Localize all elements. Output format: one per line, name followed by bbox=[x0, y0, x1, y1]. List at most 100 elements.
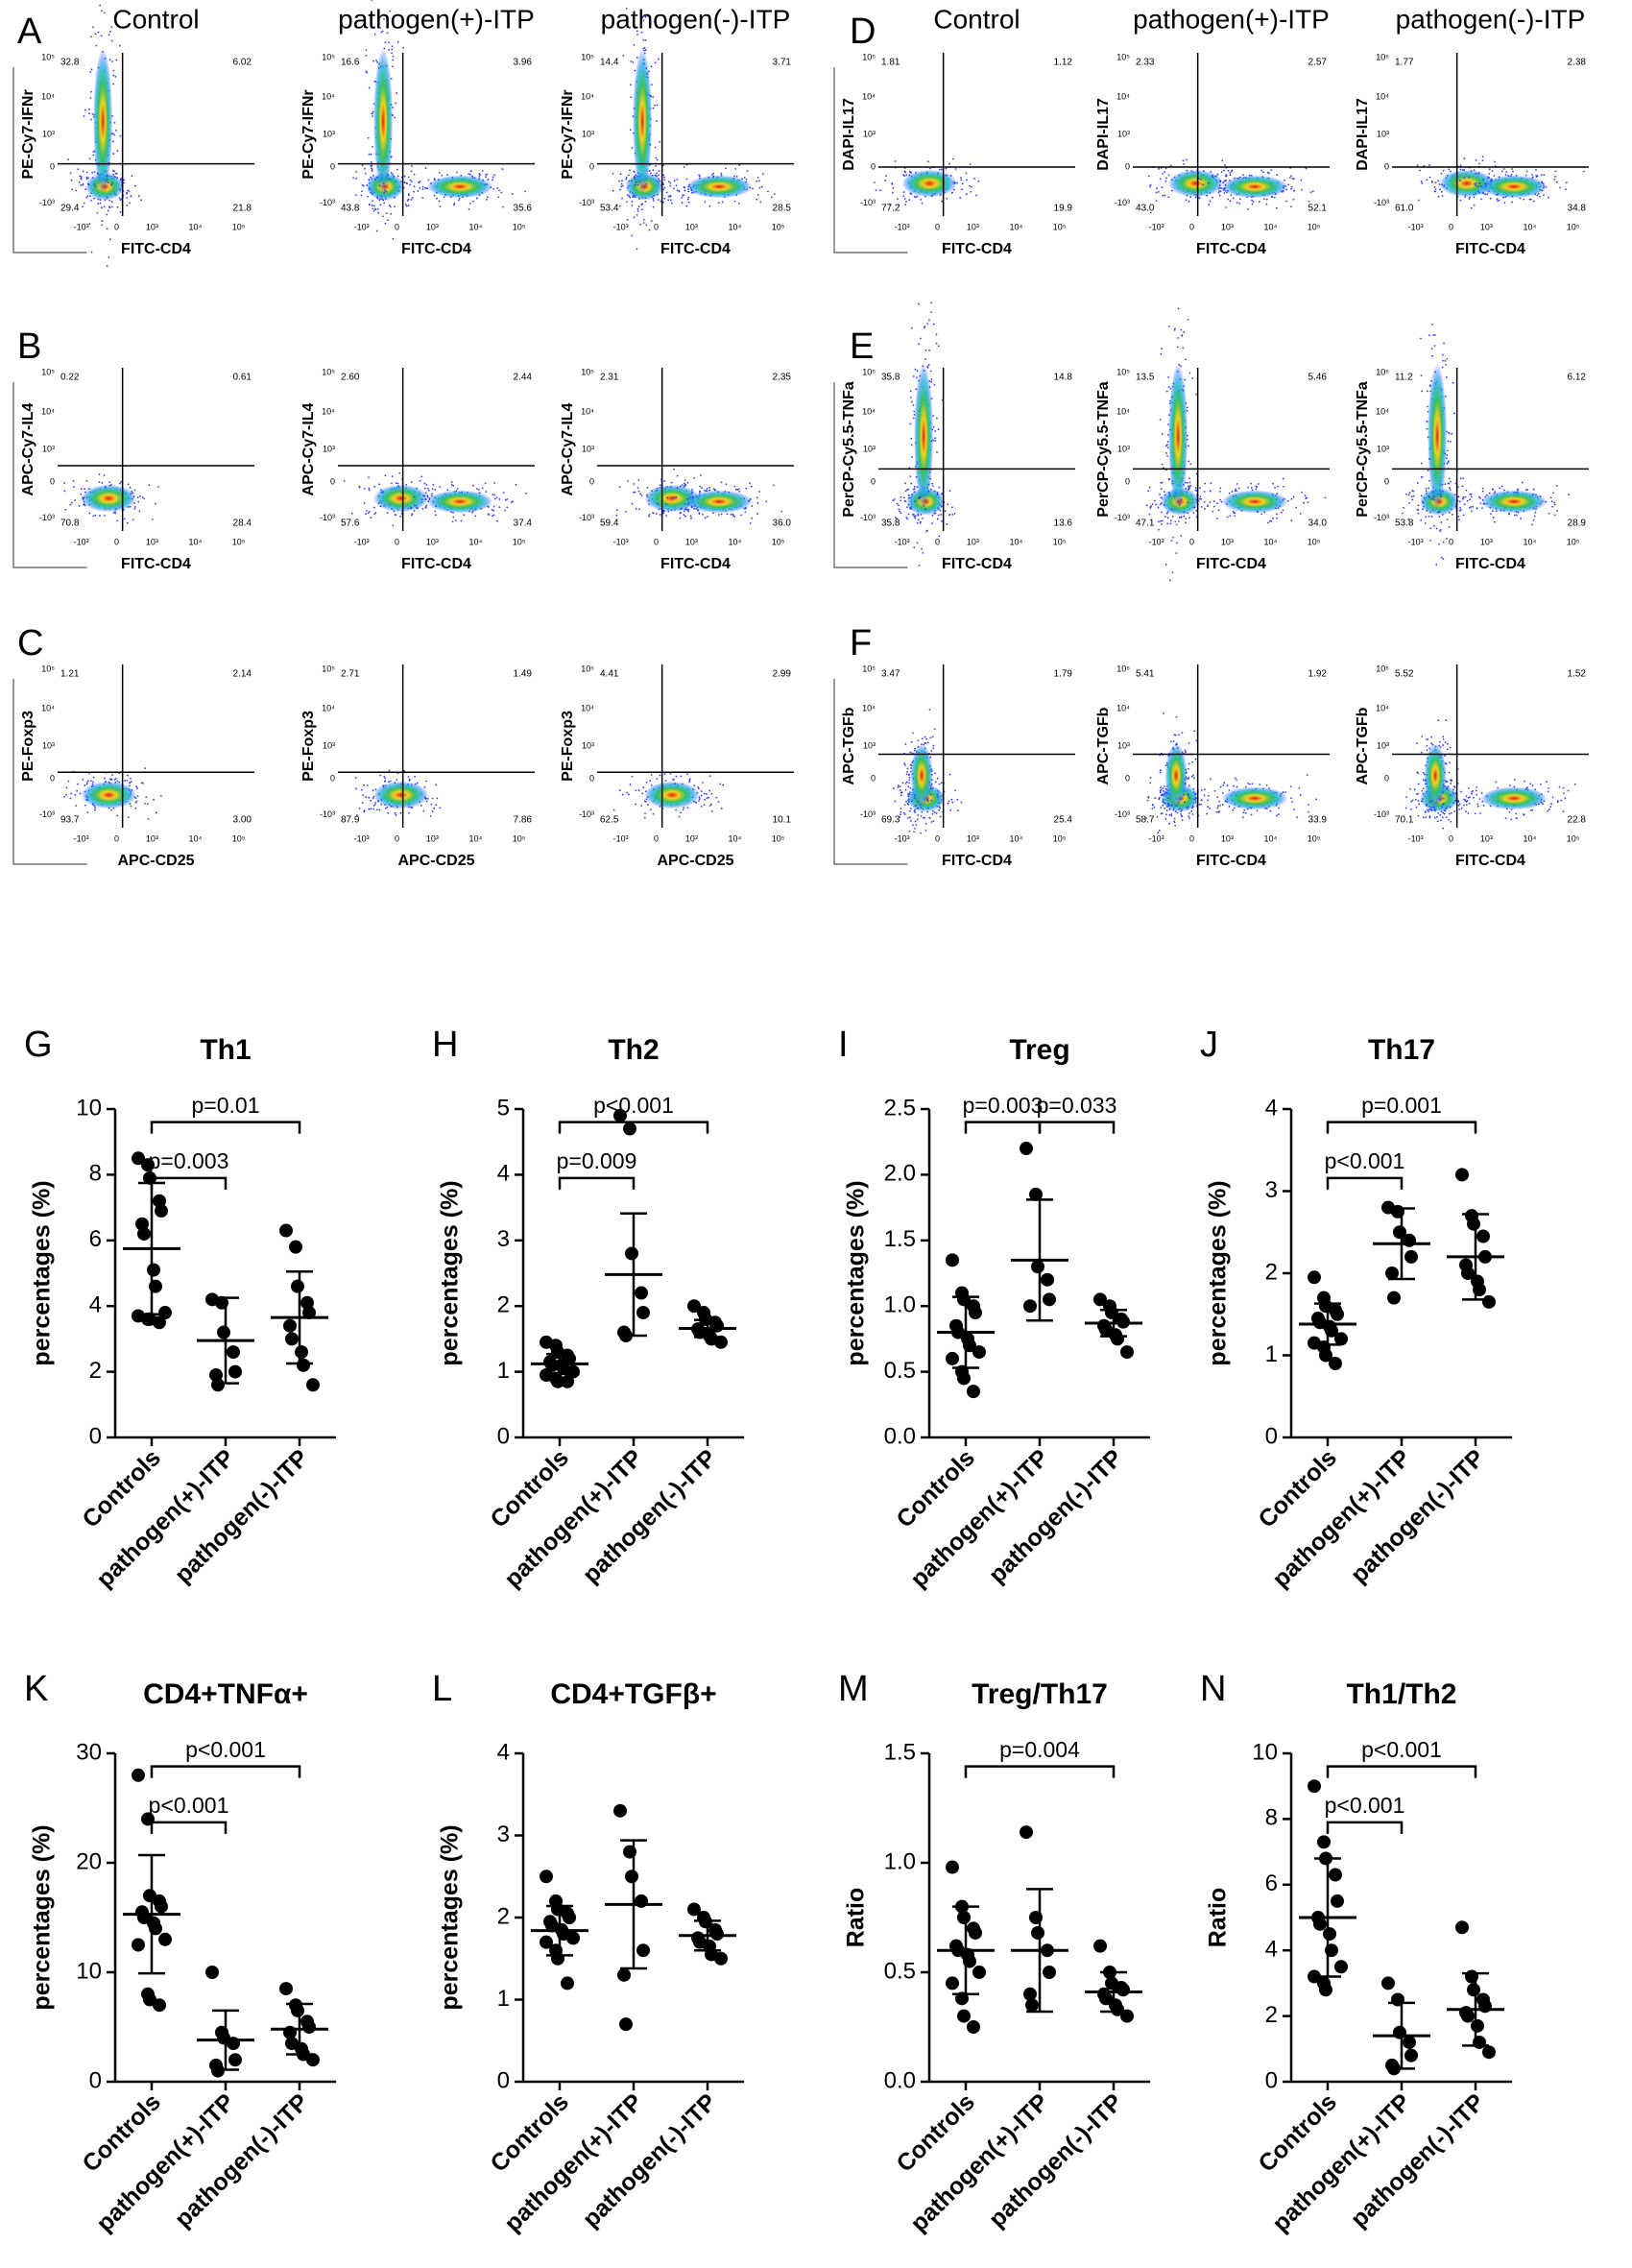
event-dot bbox=[620, 182, 623, 185]
event-dot bbox=[645, 224, 648, 227]
event-dot bbox=[1170, 740, 1172, 743]
event-dot bbox=[374, 801, 377, 804]
event-dot bbox=[141, 496, 144, 498]
event-dot bbox=[960, 801, 963, 804]
event-dot bbox=[1521, 481, 1524, 484]
flow-y-tick-label: 10⁵ bbox=[1116, 367, 1130, 376]
event-dot bbox=[1533, 515, 1536, 518]
event-dot bbox=[1160, 786, 1162, 789]
flow-y-tick-label: 0 bbox=[871, 773, 876, 783]
event-dot bbox=[912, 513, 915, 516]
event-dot bbox=[1185, 158, 1188, 161]
event-dot bbox=[1479, 502, 1482, 505]
event-dot bbox=[410, 507, 412, 510]
event-dot bbox=[1420, 337, 1422, 340]
event-dot bbox=[1524, 174, 1527, 177]
flow-x-tick-label: 10⁵ bbox=[232, 537, 246, 546]
event-dot bbox=[1258, 483, 1260, 485]
event-dot bbox=[633, 44, 636, 46]
event-dot bbox=[710, 810, 713, 812]
event-dot bbox=[1223, 169, 1225, 172]
event-dot bbox=[1192, 512, 1195, 514]
event-dot bbox=[114, 778, 117, 780]
event-dot bbox=[1299, 513, 1302, 515]
event-dot bbox=[679, 517, 682, 519]
event-dot bbox=[370, 153, 372, 156]
event-dot bbox=[1433, 186, 1436, 188]
event-dot bbox=[1446, 538, 1448, 540]
event-dot bbox=[486, 196, 489, 199]
event-dot bbox=[1146, 799, 1149, 802]
event-dot bbox=[1187, 778, 1189, 781]
event-dot bbox=[906, 767, 909, 770]
event-dot bbox=[700, 805, 703, 808]
event-dot bbox=[899, 510, 901, 513]
flow-y-tick-label: -10³ bbox=[579, 513, 594, 522]
event-dot bbox=[1552, 492, 1554, 495]
event-dot bbox=[77, 783, 79, 785]
event-dot bbox=[1492, 517, 1495, 519]
event-dot bbox=[1184, 749, 1187, 752]
event-dot bbox=[112, 169, 114, 172]
event-dot bbox=[1494, 160, 1496, 163]
event-dot bbox=[969, 163, 972, 165]
flow-y-tick-label: 10³ bbox=[42, 129, 55, 138]
event-dot bbox=[431, 493, 433, 495]
event-dot bbox=[644, 49, 647, 51]
event-dot bbox=[1162, 804, 1164, 807]
event-dot bbox=[697, 785, 700, 788]
event-dot bbox=[751, 505, 754, 507]
event-dot bbox=[1168, 813, 1171, 816]
event-dot bbox=[1199, 487, 1201, 490]
event-dot bbox=[965, 179, 968, 181]
event-dot bbox=[914, 827, 916, 830]
event-dot bbox=[1306, 496, 1308, 499]
flow-y-label: DAPI-IL17 bbox=[1355, 98, 1371, 171]
flow-x-tick-label: 10⁵ bbox=[1053, 537, 1067, 546]
event-dot bbox=[629, 169, 631, 172]
event-dot bbox=[1164, 817, 1167, 820]
event-dot bbox=[897, 198, 899, 201]
event-dot bbox=[1510, 174, 1513, 176]
event-dot bbox=[1407, 494, 1410, 496]
event-dot bbox=[1268, 172, 1270, 175]
density-cloud bbox=[1480, 490, 1548, 514]
event-dot bbox=[104, 777, 106, 780]
flow-y-label: DAPI-IL17 bbox=[841, 98, 857, 171]
event-dot bbox=[1565, 188, 1567, 190]
density-plot bbox=[612, 8, 776, 251]
event-dot bbox=[1162, 798, 1164, 801]
event-dot bbox=[1434, 188, 1437, 191]
event-dot bbox=[1209, 778, 1212, 781]
event-dot bbox=[450, 483, 453, 486]
event-dot bbox=[1162, 789, 1164, 792]
event-dot bbox=[372, 115, 373, 117]
flow-x-label: FITC-CD4 bbox=[942, 853, 1012, 869]
event-dot bbox=[1426, 390, 1428, 393]
event-dot bbox=[684, 189, 686, 192]
event-dot bbox=[935, 333, 938, 336]
event-dot bbox=[879, 189, 881, 192]
event-dot bbox=[130, 195, 132, 198]
event-dot bbox=[923, 326, 925, 329]
event-dot bbox=[1536, 175, 1539, 178]
event-dot bbox=[1185, 521, 1188, 524]
event-dot bbox=[468, 208, 470, 211]
event-dot bbox=[1219, 190, 1222, 192]
event-dot bbox=[370, 799, 372, 802]
flow-x-tick-label: 10⁴ bbox=[1264, 222, 1278, 231]
event-dot bbox=[905, 773, 908, 776]
event-dot bbox=[411, 514, 413, 517]
flow-y-tick-label: -10³ bbox=[39, 513, 55, 522]
quadrant-value: 11.2 bbox=[1395, 373, 1413, 383]
flow-x-label: FITC-CD4 bbox=[1196, 241, 1266, 257]
event-dot bbox=[916, 376, 918, 379]
event-dot bbox=[1481, 490, 1484, 493]
event-dot bbox=[698, 175, 701, 178]
event-dot bbox=[913, 410, 916, 413]
event-dot bbox=[977, 180, 980, 182]
event-dot bbox=[953, 512, 956, 515]
event-dot bbox=[737, 488, 740, 491]
event-dot bbox=[636, 207, 639, 210]
flow-x-tick-label: -10³ bbox=[354, 222, 370, 231]
